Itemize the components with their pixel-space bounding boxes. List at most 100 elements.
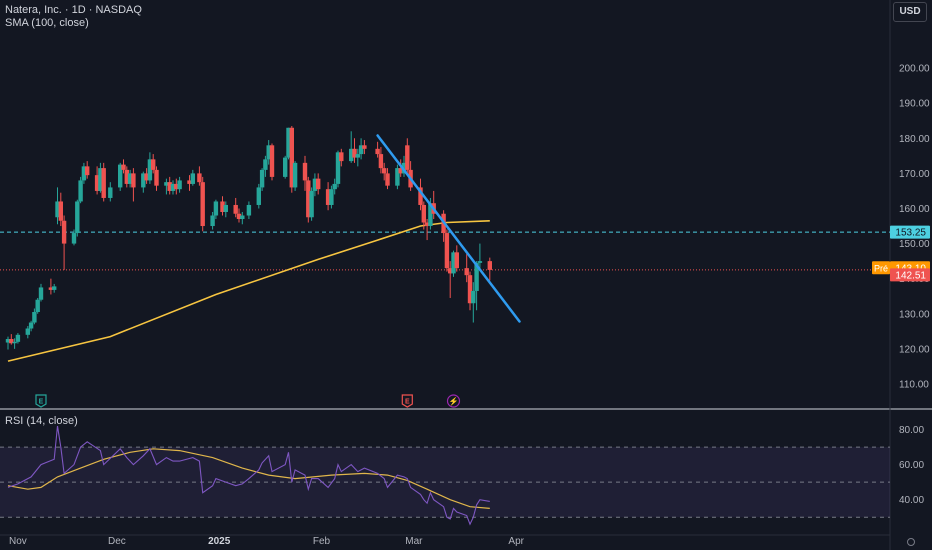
- candle-body: [187, 180, 192, 184]
- candle-body: [124, 169, 129, 184]
- candle-body: [78, 180, 83, 202]
- candle-body: [355, 154, 360, 158]
- candle-body: [335, 152, 341, 184]
- candle-body: [474, 262, 479, 291]
- candle-body: [286, 127, 291, 158]
- candle-body: [121, 164, 126, 170]
- earnings-icon: [35, 394, 47, 408]
- rsi-line: [7, 425, 490, 526]
- time-axis-tick-label: Dec: [108, 536, 126, 547]
- candle-body: [339, 152, 344, 162]
- candle-body: [454, 252, 459, 269]
- rsi-band-fill: [0, 447, 890, 518]
- candle-body: [444, 233, 450, 269]
- candle-body: [464, 268, 469, 276]
- candle-body: [118, 164, 123, 188]
- candle-body: [98, 168, 103, 191]
- settings-icon: [907, 538, 915, 546]
- candle-body: [167, 182, 172, 191]
- candle-body: [309, 190, 314, 218]
- earnings-icon: [401, 394, 413, 408]
- rsi-indicator-label[interactable]: RSI (14, close): [5, 415, 78, 427]
- candle-body: [210, 215, 215, 227]
- candle-body: [32, 312, 37, 323]
- candle-body: [325, 189, 331, 205]
- candle-body: [292, 162, 298, 188]
- candle-body: [256, 187, 261, 205]
- candle-body: [418, 187, 423, 205]
- candle-body: [316, 178, 321, 190]
- price-axis-tick-label: 200.00: [899, 64, 930, 75]
- sma-indicator-label[interactable]: SMA (100, close): [5, 17, 89, 29]
- candle-body: [15, 334, 21, 342]
- candle-body: [451, 252, 456, 274]
- split-icon: [446, 394, 461, 408]
- candle-body: [55, 201, 60, 218]
- price-axis-tick-label: 150.00: [899, 239, 930, 250]
- candle-body: [85, 166, 90, 176]
- time-axis-tick-label: Apr: [508, 536, 524, 547]
- candle-body: [378, 154, 384, 169]
- rsi-ma-line: [7, 448, 490, 509]
- candle-body: [312, 178, 318, 191]
- candle-body: [141, 173, 146, 188]
- candle-body: [25, 328, 30, 335]
- candle-body: [147, 159, 153, 181]
- candle-body: [200, 182, 205, 227]
- rsi-axis-tick-label: 60.00: [899, 460, 924, 471]
- candle-body: [467, 275, 473, 304]
- candle-body: [127, 173, 133, 184]
- candle-body: [398, 168, 403, 174]
- candle-body: [424, 222, 430, 227]
- candle-body: [61, 220, 67, 244]
- candle-body: [174, 183, 179, 190]
- earnings-marker-label: E: [39, 399, 44, 406]
- candle-body: [35, 299, 40, 313]
- candle-body: [240, 215, 245, 220]
- candle-body: [52, 286, 57, 290]
- candle-body: [471, 290, 476, 304]
- price-axis-tick-label: 170.00: [899, 169, 930, 180]
- candle-body: [5, 339, 11, 343]
- candle-body: [289, 127, 294, 188]
- currency-button[interactable]: USD: [893, 2, 927, 22]
- candle-body: [306, 180, 311, 218]
- candle-body: [487, 261, 492, 270]
- candle-body: [233, 204, 238, 214]
- candle-body: [385, 173, 390, 186]
- candle-body: [108, 187, 113, 198]
- candle-body: [477, 261, 483, 263]
- price-axis-tick-label: 120.00: [899, 344, 930, 355]
- candle-body: [151, 159, 156, 170]
- candle-body: [246, 204, 252, 216]
- pre-market-badge: Pré: [874, 263, 888, 273]
- candle-body: [220, 201, 225, 212]
- candle-body: [259, 169, 265, 188]
- candle-body: [362, 145, 367, 149]
- time-axis-tick-label: Mar: [405, 536, 423, 547]
- pre-market-badge-bg: [872, 261, 890, 275]
- candle-body: [28, 322, 34, 329]
- candle-body: [428, 203, 433, 227]
- candle-body: [190, 173, 195, 184]
- price-axis-tick-label: 110.00: [899, 379, 929, 390]
- candle-body: [283, 157, 288, 177]
- candle-body: [405, 145, 410, 170]
- candle-body: [58, 201, 63, 221]
- symbol-title: Natera, Inc. · 1D · NASDAQ: [5, 4, 142, 16]
- candle-body: [177, 180, 182, 190]
- candle-body: [197, 173, 202, 183]
- split-marker-label: ⚡: [449, 396, 459, 406]
- last-price-tag-bg: [890, 268, 930, 282]
- candle-body: [223, 204, 228, 212]
- rsi-axis-tick-label: 40.00: [899, 495, 924, 506]
- candle-body: [358, 145, 364, 155]
- candle-body: [12, 341, 17, 344]
- candle-body: [81, 166, 87, 181]
- candle-body: [448, 268, 453, 274]
- candle-body: [349, 148, 354, 162]
- candle-body: [131, 173, 136, 188]
- candle-body: [395, 168, 400, 186]
- last-price-tag: 142.51: [895, 270, 926, 281]
